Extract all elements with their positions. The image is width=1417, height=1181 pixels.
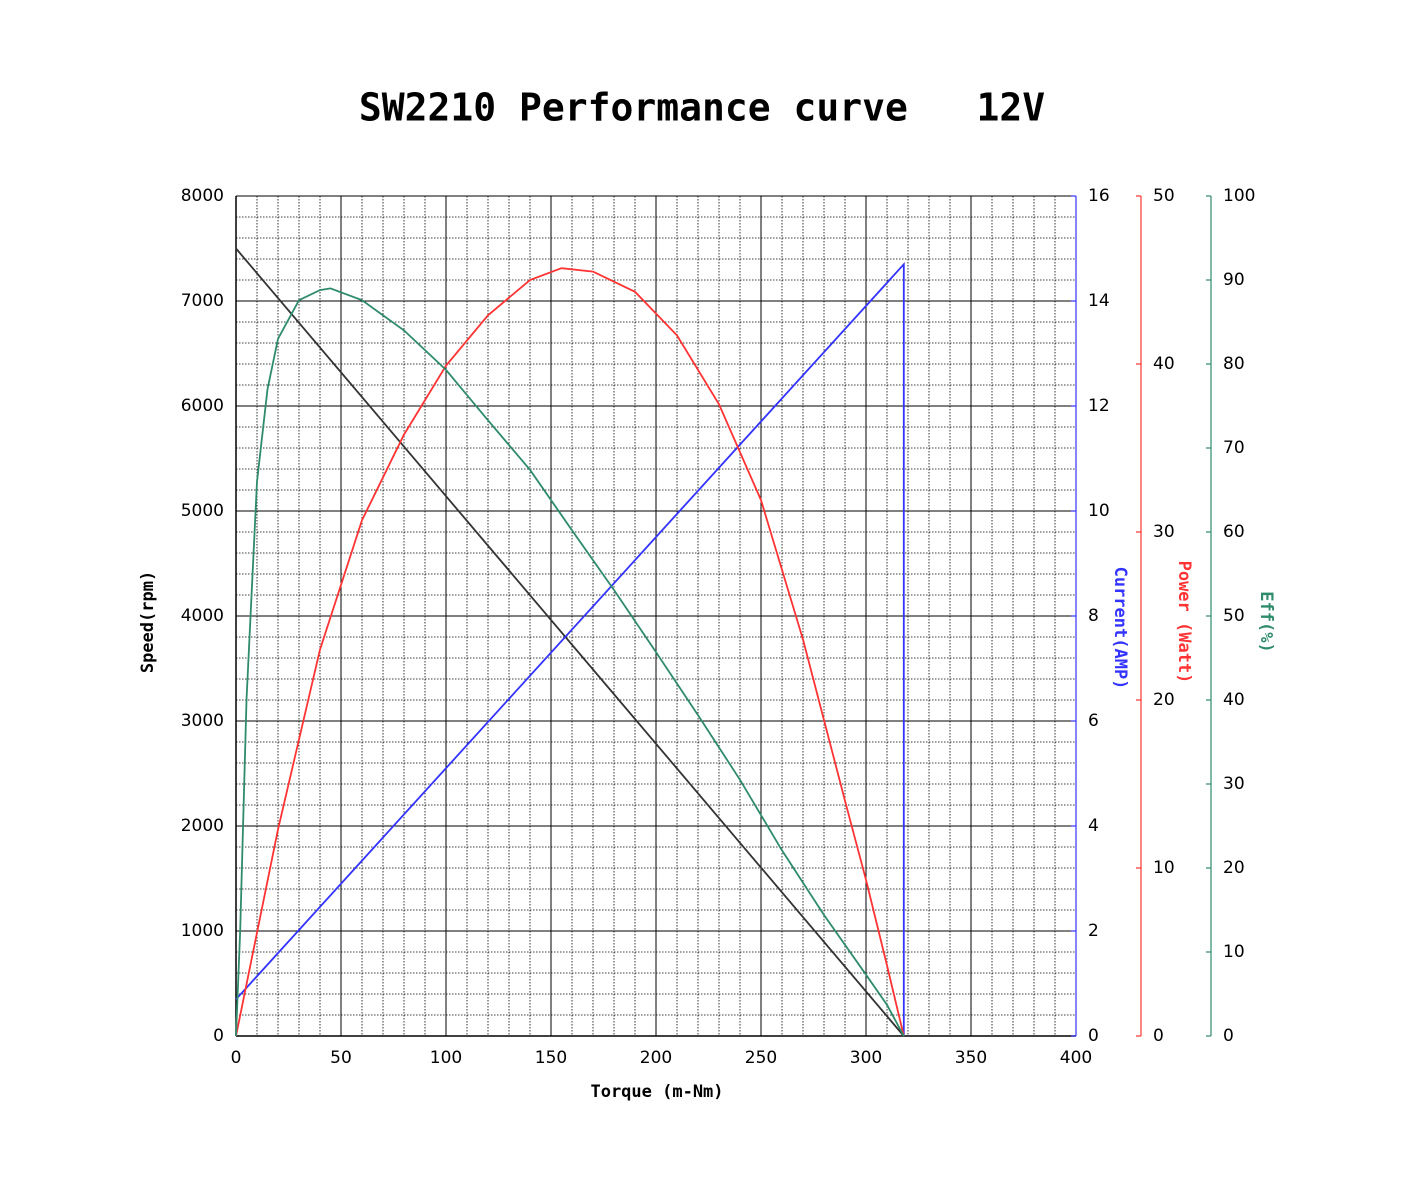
y4-tick-label: 60 <box>1223 522 1245 542</box>
x-tick-label: 400 <box>1060 1048 1092 1068</box>
x-tick-label: 0 <box>231 1048 242 1068</box>
y2-tick-label: 10 <box>1088 501 1110 521</box>
y3-tick-label: 10 <box>1153 858 1175 878</box>
y4-tick-label: 70 <box>1223 438 1245 458</box>
x-tick-label: 50 <box>330 1048 352 1068</box>
y-tick-label: 2000 <box>181 816 224 836</box>
y4-tick-label: 90 <box>1223 270 1245 290</box>
y4-tick-label: 50 <box>1223 606 1245 626</box>
y-tick-label: 4000 <box>181 606 224 626</box>
y4-tick-label: 0 <box>1223 1026 1234 1046</box>
chart-title: SW2210 Performance curve 12V <box>359 86 1045 130</box>
y2-tick-label: 4 <box>1088 816 1099 836</box>
y4-tick-label: 40 <box>1223 690 1245 710</box>
series-line <box>235 261 905 1036</box>
x-tick-label: 350 <box>955 1048 987 1068</box>
y2-tick-label: 14 <box>1088 291 1110 311</box>
y3-tick-label: 20 <box>1153 690 1175 710</box>
series-line <box>235 287 905 1037</box>
y3-tick-label: 0 <box>1153 1026 1164 1046</box>
y-axis-label: Speed(rpm) <box>138 571 158 673</box>
x-tick-label: 100 <box>430 1048 462 1068</box>
y4-tick-label: 30 <box>1223 774 1245 794</box>
y2-tick-label: 16 <box>1088 186 1110 206</box>
y2-tick-label: 2 <box>1088 921 1099 941</box>
y4-tick-label: 80 <box>1223 354 1245 374</box>
x-tick-label: 200 <box>640 1048 672 1068</box>
y3-tick-label: 30 <box>1153 522 1175 542</box>
y4-tick-label: 100 <box>1223 186 1255 206</box>
y-tick-label: 0 <box>213 1026 224 1046</box>
x-tick-label: 300 <box>850 1048 882 1068</box>
y4-tick-label: 20 <box>1223 858 1245 878</box>
y2-tick-label: 8 <box>1088 606 1099 626</box>
x-axis-label: Torque (m-Nm) <box>590 1082 723 1102</box>
y4-axis-label: Eff(%) <box>1256 591 1276 652</box>
y-tick-label: 6000 <box>181 396 224 416</box>
y-tick-label: 8000 <box>181 186 224 206</box>
y-tick-label: 3000 <box>181 711 224 731</box>
y3-tick-label: 40 <box>1153 354 1175 374</box>
series-line <box>235 247 905 1037</box>
x-tick-label: 150 <box>535 1048 567 1068</box>
y2-axis-label: Current(AMP) <box>1110 567 1130 690</box>
y3-tick-label: 50 <box>1153 186 1175 206</box>
y-tick-label: 1000 <box>181 921 224 941</box>
y-tick-label: 7000 <box>181 291 224 311</box>
y-tick-label: 5000 <box>181 501 224 521</box>
y2-tick-label: 0 <box>1088 1026 1099 1046</box>
y2-tick-label: 12 <box>1088 396 1110 416</box>
series-line <box>235 267 905 1037</box>
y3-axis-label: Power (Watt) <box>1174 561 1194 684</box>
y2-tick-label: 6 <box>1088 711 1099 731</box>
x-tick-label: 250 <box>745 1048 777 1068</box>
y4-tick-label: 10 <box>1223 942 1245 962</box>
